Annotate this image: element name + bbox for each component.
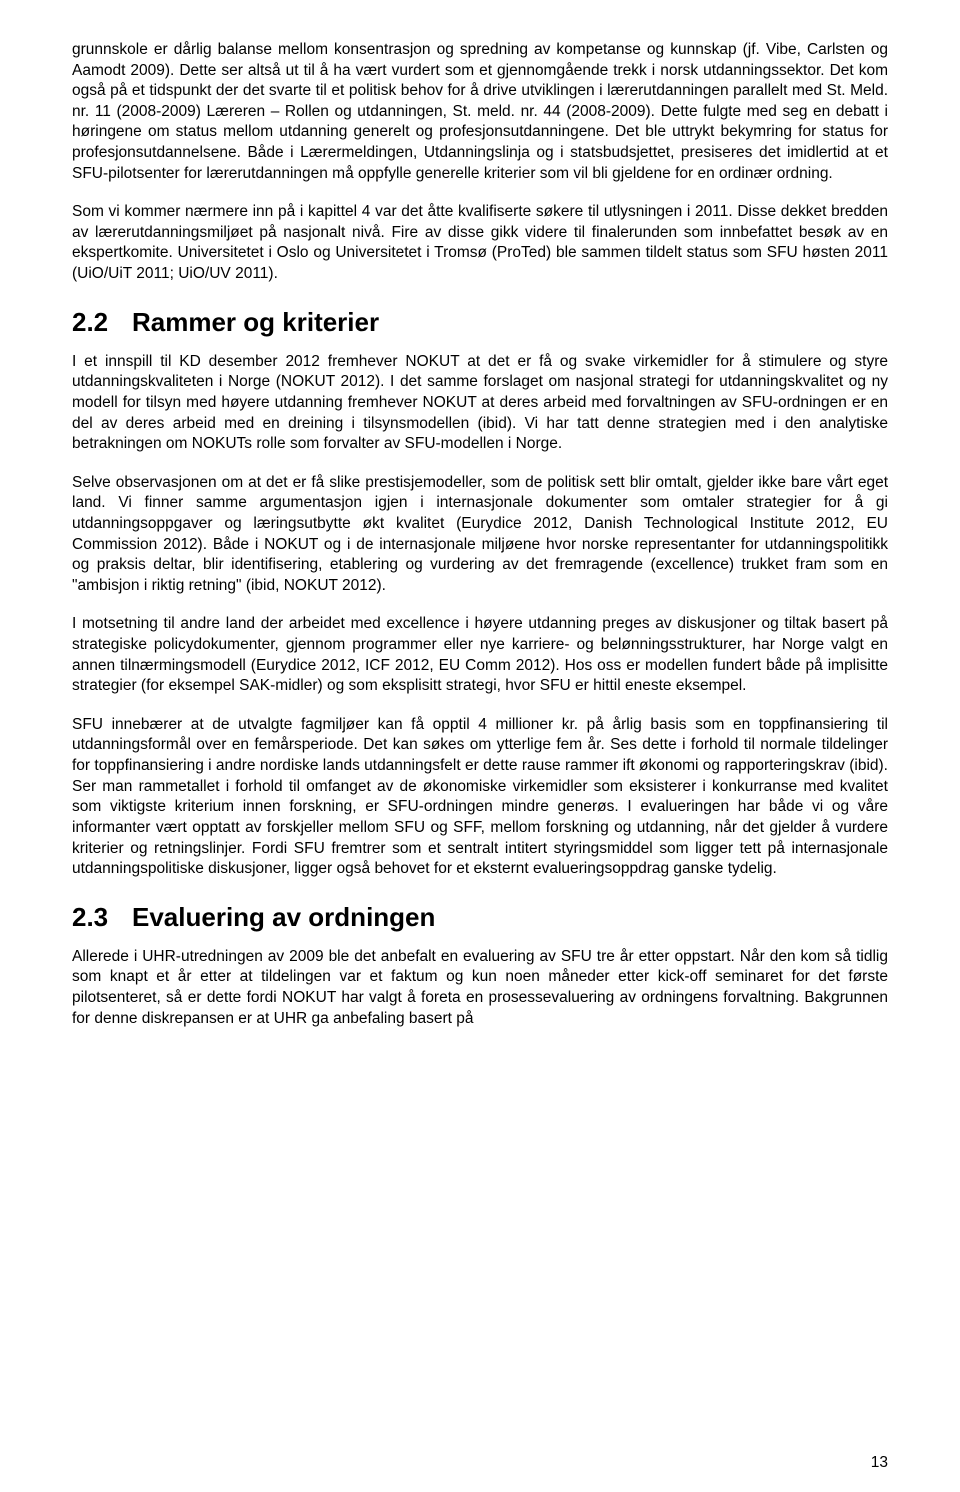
section-heading-2-3: 2.3Evaluering av ordningen [72, 902, 888, 933]
heading-number: 2.2 [72, 307, 132, 338]
body-paragraph: Selve observasjonen om at det er få slik… [72, 473, 888, 597]
body-paragraph: I motsetning til andre land der arbeidet… [72, 614, 888, 696]
heading-title: Rammer og kriterier [132, 307, 379, 337]
heading-number: 2.3 [72, 902, 132, 933]
section-heading-2-2: 2.2Rammer og kriterier [72, 307, 888, 338]
body-paragraph: SFU innebærer at de utvalgte fagmiljøer … [72, 715, 888, 880]
body-paragraph: Allerede i UHR-utredningen av 2009 ble d… [72, 947, 888, 1029]
body-paragraph: Som vi kommer nærmere inn på i kapittel … [72, 202, 888, 284]
heading-title: Evaluering av ordningen [132, 902, 435, 932]
document-page: grunnskole er dårlig balanse mellom kons… [0, 0, 960, 1492]
body-paragraph: I et innspill til KD desember 2012 fremh… [72, 352, 888, 455]
body-paragraph: grunnskole er dårlig balanse mellom kons… [72, 40, 888, 184]
page-number: 13 [871, 1454, 888, 1472]
